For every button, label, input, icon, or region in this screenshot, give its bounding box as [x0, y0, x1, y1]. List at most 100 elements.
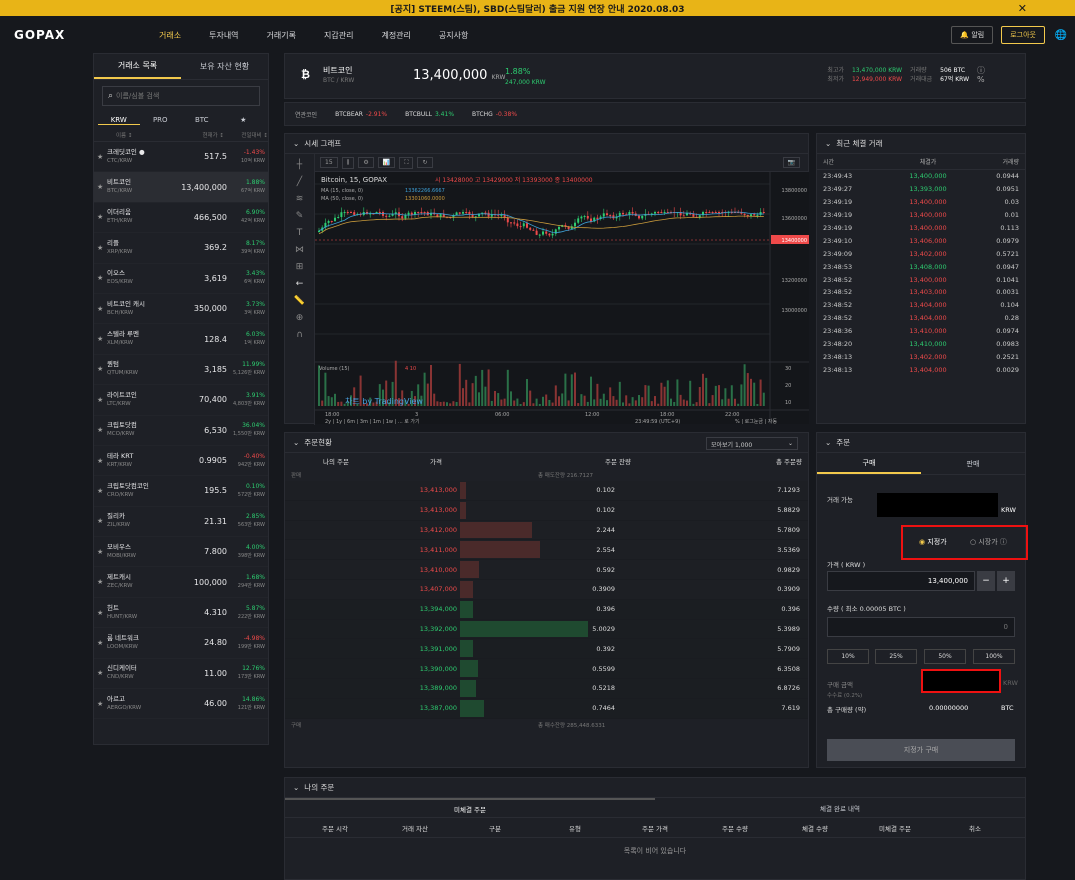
tab-favorites[interactable]: ★: [240, 116, 247, 124]
book-price[interactable]: 13,411,000: [419, 545, 457, 554]
book-price[interactable]: 13,412,000: [419, 525, 457, 534]
col-name[interactable]: 이름 ↕: [116, 132, 133, 139]
related-coin[interactable]: BTCBULL 3.41%: [405, 111, 454, 118]
measure-icon[interactable]: ⊞: [295, 262, 304, 272]
brush-icon[interactable]: ✎: [295, 211, 304, 221]
coin-row[interactable]: ★ 리플 XRP/KRW 369.2 8.17% 39억 KRW: [94, 233, 268, 264]
star-icon[interactable]: ★: [97, 152, 104, 161]
price-chart[interactable]: Bitcoin, 15, GOPAX 시 13428000 고 13429000 …: [315, 172, 809, 424]
text-icon[interactable]: T: [296, 228, 303, 238]
book-price[interactable]: 13,392,000: [419, 624, 457, 633]
tab-btc[interactable]: BTC: [194, 116, 209, 124]
price-minus-button[interactable]: −: [977, 571, 995, 591]
back-icon[interactable]: ←: [295, 279, 304, 289]
logout-button[interactable]: 로그아웃: [1001, 26, 1045, 44]
ask-row[interactable]: 13,411,000 2.554 3.5369: [285, 540, 808, 561]
tab-holdings[interactable]: 보유 자산 현황: [199, 62, 250, 71]
tab-filled-orders[interactable]: 체결 완료 내역: [819, 804, 860, 813]
pct-100-button[interactable]: 100%: [973, 649, 1015, 664]
fullscreen-icon[interactable]: ⛶: [399, 156, 414, 169]
notice-text[interactable]: [공지] STEEM(스팀), SBD(스팀달러) 출금 지원 연장 안내 20…: [390, 4, 685, 15]
bid-row[interactable]: 13,394,000 0.396 0.396: [285, 599, 808, 620]
price-input[interactable]: 13,400,000: [827, 571, 975, 591]
ask-row[interactable]: 13,412,000 2.244 5.7809: [285, 520, 808, 541]
candle-type-icon[interactable]: ⫼: [341, 156, 355, 169]
star-icon[interactable]: ★: [97, 456, 104, 465]
crosshair-icon[interactable]: ┼: [296, 160, 303, 170]
related-coin[interactable]: BTCHG -0.38%: [472, 111, 517, 118]
bid-row[interactable]: 13,392,000 5.0029 5.3989: [285, 619, 808, 640]
star-icon[interactable]: ★: [97, 365, 104, 374]
ruler-icon[interactable]: 📏: [293, 296, 306, 306]
pct-10-button[interactable]: 10%: [827, 649, 869, 664]
line-icon[interactable]: ╱: [296, 177, 303, 187]
coin-row[interactable]: ★ 아르고 AERGO/KRW 46.00 14.86% 121만 KRW: [94, 689, 268, 720]
qty-input[interactable]: 0: [827, 617, 1015, 637]
help-icon[interactable]: ⓘ: [999, 538, 1007, 546]
star-icon[interactable]: ★: [97, 608, 104, 617]
book-price[interactable]: 13,391,000: [419, 644, 457, 653]
percent-icon[interactable]: %: [977, 75, 985, 84]
refresh-icon[interactable]: ↻: [417, 157, 433, 168]
book-price[interactable]: 13,413,000: [419, 486, 457, 495]
settings-icon[interactable]: ⚙: [358, 157, 374, 168]
related-coin[interactable]: BTCBEAR -2.91%: [335, 111, 387, 118]
coin-row[interactable]: ★ 신디케이터 CND/KRW 11.00 12.76% 173만 KRW: [94, 659, 268, 690]
info-icon[interactable]: ⓘ: [977, 66, 985, 75]
coin-row[interactable]: ★ 크레딧코인 ● CTC/KRW 517.5 -1.43% 10억 KRW: [94, 142, 268, 173]
tab-sell[interactable]: 판매: [966, 459, 980, 468]
star-icon[interactable]: ★: [97, 486, 104, 495]
menu-item-5[interactable]: 공지사항: [438, 30, 469, 40]
book-price[interactable]: 13,390,000: [419, 664, 457, 673]
chevron-down-icon[interactable]: ⌄: [825, 438, 832, 447]
magnet-icon[interactable]: ∩: [296, 330, 303, 340]
star-icon[interactable]: ★: [97, 213, 104, 222]
search-input[interactable]: ⌕ 이름/심볼 검색: [102, 86, 260, 106]
fib-icon[interactable]: ≋: [295, 194, 304, 204]
star-icon[interactable]: ★: [97, 517, 104, 526]
coin-row[interactable]: ★ 질리카 ZIL/KRW 21.31 2.85% 563만 KRW: [94, 507, 268, 538]
star-icon[interactable]: ★: [97, 669, 104, 678]
ask-row[interactable]: 13,410,000 0.592 0.9829: [285, 560, 808, 580]
zoom-icon[interactable]: ⊕: [295, 313, 304, 323]
coin-row[interactable]: ★ 테라 KRT KRT/KRW 0.9905 -0.40% 942만 KRW: [94, 446, 268, 477]
camera-icon[interactable]: 📷: [782, 157, 800, 168]
book-price[interactable]: 13,387,000: [419, 704, 457, 713]
price-plus-button[interactable]: +: [997, 571, 1015, 591]
chevron-down-icon[interactable]: ⌄: [293, 783, 300, 792]
logo[interactable]: GOPAX: [14, 28, 66, 42]
menu-item-2[interactable]: 거래기록: [266, 30, 296, 40]
star-icon[interactable]: ★: [97, 183, 104, 192]
coin-row[interactable]: ★ 모비우스 MOBI/KRW 7.800 4.00% 398만 KRW: [94, 537, 268, 568]
limit-radio[interactable]: ◉ 지정가: [919, 537, 947, 547]
tab-open-orders[interactable]: 미체결 주문: [285, 798, 655, 817]
interval-select[interactable]: 15: [320, 157, 338, 168]
bid-row[interactable]: 13,390,000 0.5599 6.3508: [285, 659, 808, 679]
book-price[interactable]: 13,394,000: [419, 605, 457, 614]
tab-pro[interactable]: PRO: [152, 116, 168, 124]
coin-row[interactable]: ★ 크립토닷컴코인 CRO/KRW 195.5 0.10% 572만 KRW: [94, 476, 268, 507]
col-change[interactable]: 전일대비 ↕: [241, 132, 268, 139]
pct-25-button[interactable]: 25%: [875, 649, 917, 664]
star-icon[interactable]: ★: [97, 304, 104, 313]
book-price[interactable]: 13,407,000: [419, 585, 457, 594]
pct-50-button[interactable]: 50%: [924, 649, 966, 664]
book-price[interactable]: 13,410,000: [419, 565, 457, 574]
alarm-button[interactable]: 🔔 알림: [951, 26, 994, 44]
coin-row[interactable]: ★ 이더리움 ETH/KRW 466,500 6.90% 42억 KRW: [94, 203, 268, 234]
star-icon[interactable]: ★: [97, 699, 104, 708]
chevron-down-icon[interactable]: ⌄: [825, 139, 832, 148]
coin-row[interactable]: ★ 퀀텀 QTUM/KRW 3,185 11.99% 5,126만 KRW: [94, 355, 268, 386]
coin-row[interactable]: ★ 헌트 HUNT/KRW 4.310 5.87% 222만 KRW: [94, 598, 268, 629]
chevron-down-icon[interactable]: ⌄: [293, 438, 300, 447]
star-icon[interactable]: ★: [97, 426, 104, 435]
star-icon[interactable]: ★: [97, 335, 104, 344]
ask-row[interactable]: 13,413,000 0.102 7.1293: [285, 481, 808, 501]
star-icon[interactable]: ★: [97, 638, 104, 647]
limit-buy-button[interactable]: 지정가 구매: [827, 739, 1015, 761]
tab-buy[interactable]: 구매: [817, 453, 921, 474]
ask-row[interactable]: 13,407,000 0.3909 0.3909: [285, 579, 808, 600]
coin-row[interactable]: ★ 비트코인 캐시 BCH/KRW 350,000 3.73% 3억 KRW: [94, 294, 268, 325]
tab-market-list[interactable]: 거래소 목록: [94, 54, 181, 79]
bid-row[interactable]: 13,391,000 0.392 5.7909: [285, 639, 808, 660]
